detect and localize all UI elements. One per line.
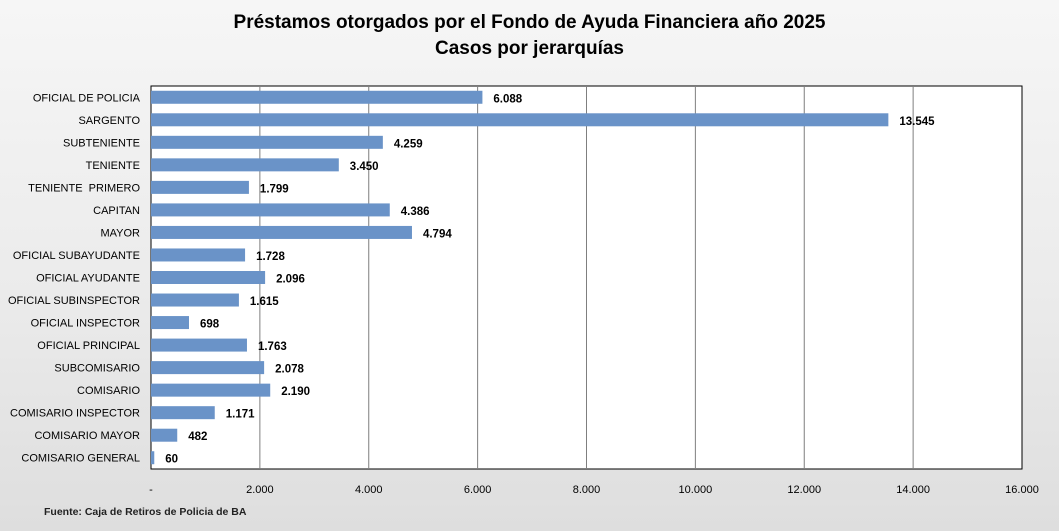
- x-tick-label: 10.000: [679, 484, 713, 496]
- chart-subtitle: Casos por jerarquías: [434, 38, 625, 59]
- value-label: 3.450: [350, 161, 379, 173]
- bar: [151, 113, 889, 127]
- bar: [151, 451, 155, 465]
- bar: [151, 180, 249, 194]
- bars: [151, 90, 889, 465]
- category-label: MAYOR: [100, 227, 140, 239]
- value-label: 482: [188, 431, 207, 443]
- bar: [151, 383, 271, 397]
- category-label: COMISARIO GENERAL: [21, 453, 140, 465]
- category-label: CAPITAN: [93, 205, 140, 217]
- category-label: TENIENTE PRIMERO: [28, 182, 140, 194]
- value-label: 1.171: [226, 409, 255, 421]
- bar: [151, 248, 246, 262]
- category-label: SARGENTO: [78, 115, 140, 127]
- x-tick-label: -: [149, 484, 153, 496]
- category-label: COMISARIO INSPECTOR: [10, 408, 140, 420]
- value-label: 1.763: [258, 341, 287, 353]
- category-label: SUBTENIENTE: [63, 137, 140, 149]
- value-label: 2.190: [281, 386, 310, 398]
- value-label: 2.078: [275, 364, 304, 376]
- category-label: OFICIAL DE POLICIA: [33, 92, 141, 104]
- value-label: 4.386: [401, 206, 430, 218]
- category-label: OFICIAL INSPECTOR: [31, 318, 140, 330]
- bar: [151, 293, 239, 307]
- value-label: 6.088: [493, 93, 522, 105]
- category-label: COMISARIO MAYOR: [34, 430, 140, 442]
- value-label: 1.615: [250, 296, 279, 308]
- bar: [151, 428, 178, 442]
- bar: [151, 271, 266, 284]
- gridlines: [259, 86, 914, 469]
- x-tick-label: 4.000: [355, 484, 383, 496]
- bar: [151, 158, 339, 172]
- bar: [151, 361, 265, 375]
- category-label: TENIENTE: [86, 160, 140, 172]
- value-label: 4.794: [423, 228, 452, 240]
- x-tick-label: 14.000: [896, 484, 930, 496]
- x-tick-label: 16.000: [1005, 484, 1039, 496]
- value-label: 4.259: [394, 138, 423, 150]
- x-tick-labels: - 2.000 4.000 6.000 8.000 10.000 12.000 14.000 1…: [149, 484, 1039, 496]
- category-labels: OFICIAL DE POLICIA SARGENTO SUBTENIENTE TEN…: [8, 92, 141, 464]
- bar: [151, 316, 189, 330]
- x-tick-label: 8.000: [573, 484, 601, 496]
- bar: [151, 90, 483, 104]
- category-label: OFICIAL PRINCIPAL: [37, 340, 140, 352]
- source-note: Fuente: Caja de Retiros de Policia de BA: [44, 506, 247, 518]
- value-label: 2.096: [276, 274, 305, 286]
- category-label: COMISARIO: [77, 385, 140, 397]
- category-label: OFICIAL SUBINSPECTOR: [8, 295, 140, 307]
- x-tick-label: 2.000: [246, 484, 274, 496]
- category-label: SUBCOMISARIO: [54, 363, 140, 375]
- x-tick-label: 6.000: [464, 484, 492, 496]
- value-labels: 6.088 13.545 4.259 3.450 1.799 4.386 4.794 1.72…: [165, 93, 935, 465]
- chart-title: Préstamos otorgados por el Fondo de Ayud…: [0, 10, 1059, 62]
- bar: [151, 225, 412, 239]
- chart-title-line: Préstamos otorgados por el Fondo de Ayud…: [233, 12, 826, 33]
- value-label: 1.799: [260, 183, 289, 195]
- bar: [151, 135, 383, 149]
- value-label: 1.728: [256, 251, 285, 263]
- category-label: OFICIAL SUBAYUDANTE: [13, 250, 140, 262]
- value-label: 60: [165, 454, 178, 466]
- bar: [151, 338, 247, 352]
- value-label: 698: [200, 319, 220, 331]
- bar: [151, 406, 215, 420]
- bar: [151, 203, 390, 217]
- value-label: 13.545: [899, 116, 935, 128]
- category-label: OFICIAL AYUDANTE: [36, 273, 140, 285]
- x-tick-label: 12.000: [787, 484, 821, 496]
